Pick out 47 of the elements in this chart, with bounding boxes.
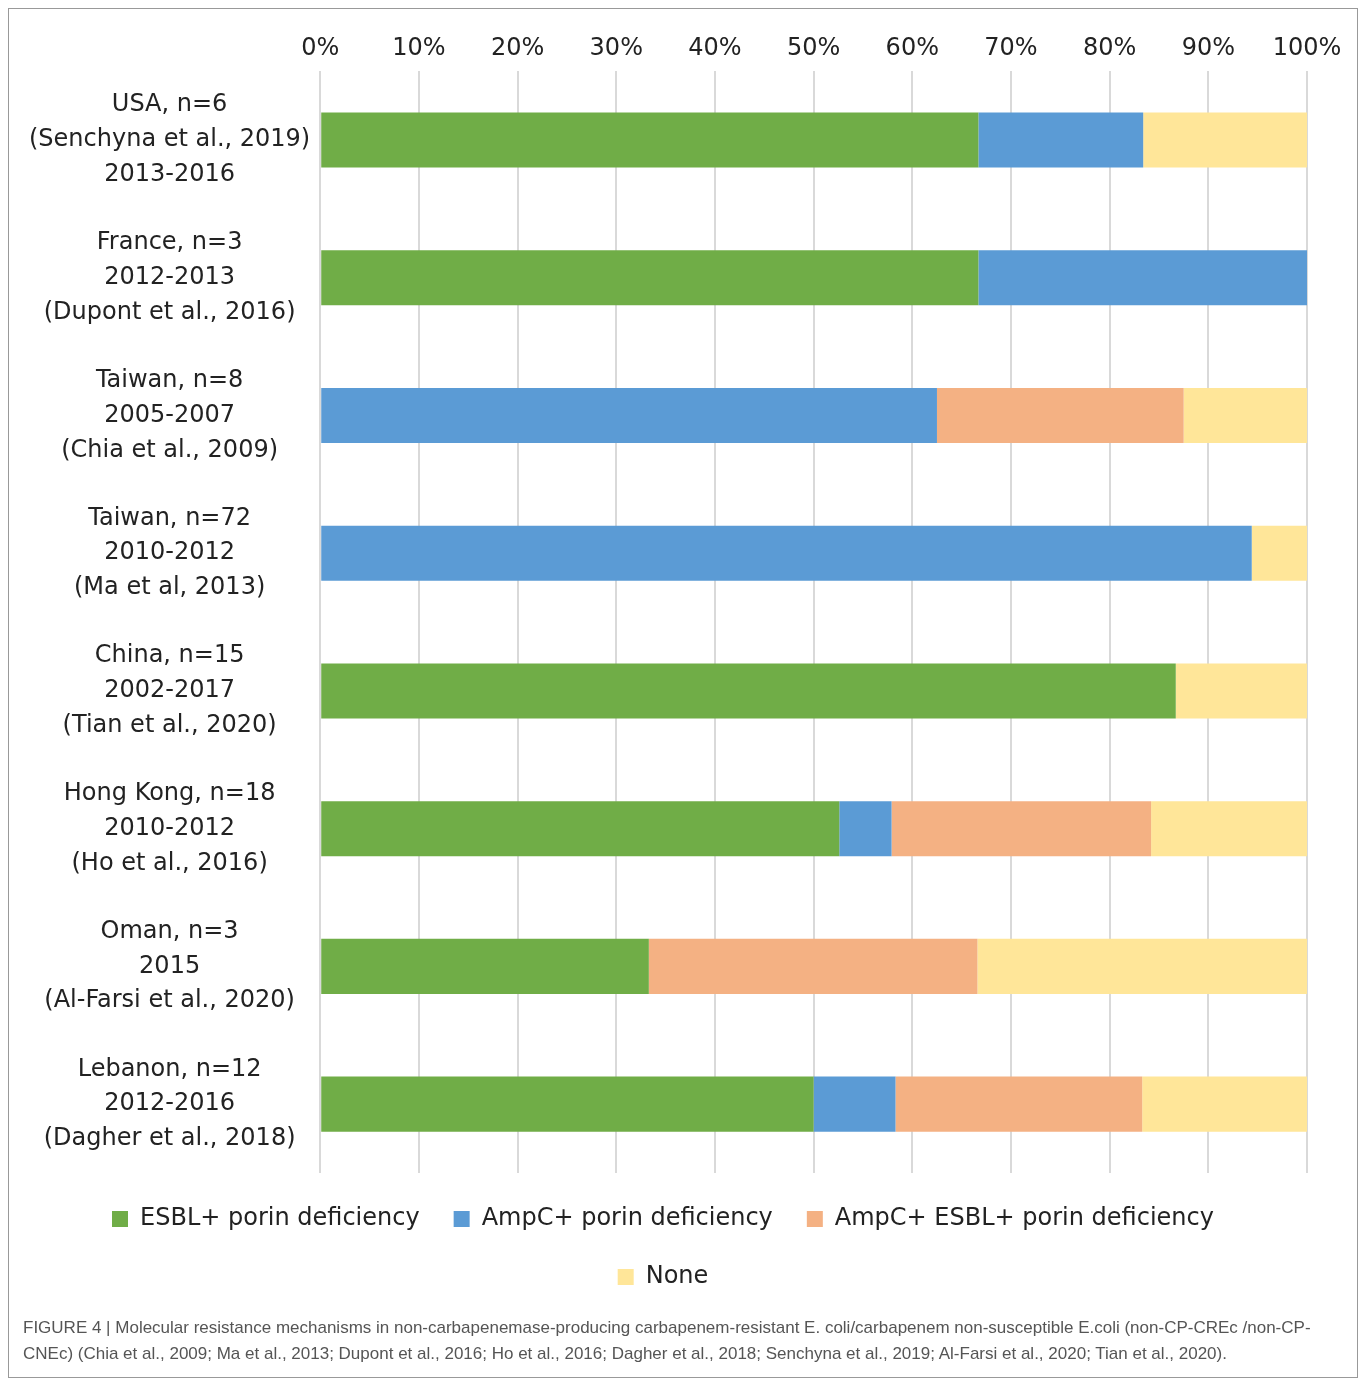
x-tick-label: 0% bbox=[301, 33, 340, 62]
bar bbox=[321, 1076, 814, 1132]
bar bbox=[813, 1076, 896, 1132]
legend-label: ESBL+ porin deficiency bbox=[140, 1203, 420, 1232]
y-tick-label: USA, n=6 (Senchyna et al., 2019) 2013-2016 bbox=[28, 89, 311, 188]
y-tick-label: Hong Kong, n=18 2010-2012 (Ho et al., 2016) bbox=[63, 778, 276, 876]
x-tick-label: 20% bbox=[490, 33, 545, 62]
legend-label: None bbox=[645, 1261, 709, 1290]
x-tick-label: 50% bbox=[786, 33, 841, 62]
bar bbox=[978, 250, 1307, 306]
caption: FIGURE 4 | Molecular resistance mechanisms in non-carbapenemase-producing carbapenem-resistant E. coli/carbapenem non-susceptible E.coli (non-CP-CREc /non-CP-CNEc) (Chia et al., 2009; Ma et al., 2013; Dupont et al., 2016; Ho et al., 2016; Dagher et al., 2018; Senchyna et al., 2019; Al-Farsi et al., 2020; Tian et al., 2020). bbox=[23, 1317, 1312, 1365]
bar bbox=[1251, 525, 1307, 581]
bar bbox=[321, 387, 937, 444]
y-tick-label: China, n=15 2002-2017 (Tian et al., 2020) bbox=[62, 640, 277, 738]
bar bbox=[648, 938, 978, 994]
legend-label: AmpC+ ESBL+ porin deficiency bbox=[834, 1203, 1214, 1232]
y-tick-label: Lebanon, n=12 2012-2016 (Dagher et al., 2018) bbox=[43, 1053, 296, 1152]
x-tick-label: 100% bbox=[1272, 33, 1342, 62]
bar bbox=[839, 801, 892, 857]
x-tick-label: 30% bbox=[589, 33, 643, 62]
x-tick-label: 80% bbox=[1082, 33, 1137, 62]
x-tick-label: 70% bbox=[984, 33, 1038, 62]
bar bbox=[936, 387, 1184, 444]
bar bbox=[1151, 801, 1307, 857]
bar bbox=[978, 112, 1144, 168]
y-tick-label: France, n=3 2012-2013 (Dupont et al., 2016) bbox=[43, 227, 296, 325]
bar bbox=[321, 250, 979, 306]
bar bbox=[1183, 387, 1307, 444]
bar bbox=[321, 525, 1252, 581]
legend-label: AmpC+ porin deficiency bbox=[481, 1203, 773, 1232]
bar bbox=[321, 801, 840, 857]
x-tick-label: 40% bbox=[688, 33, 742, 62]
bar bbox=[321, 663, 1176, 719]
bar bbox=[891, 801, 1152, 857]
y-tick-label: Taiwan, n=72 2010-2012 (Ma et al, 2013) bbox=[73, 502, 266, 601]
y-tick-label: Taiwan, n=8 2005-2007 (Chia et al., 2009) bbox=[61, 364, 279, 463]
x-tick-label: 90% bbox=[1181, 33, 1235, 62]
bar bbox=[895, 1076, 1143, 1132]
bar bbox=[1142, 1076, 1307, 1132]
bar bbox=[1143, 112, 1307, 168]
y-tick-label: Oman, n=3 2015 (Al-Farsi et al., 2020) bbox=[44, 915, 295, 1014]
x-tick-label: 10% bbox=[392, 33, 446, 62]
bar bbox=[321, 938, 649, 994]
x-tick-label: 60% bbox=[885, 33, 939, 62]
bar bbox=[321, 112, 979, 168]
bar bbox=[1175, 663, 1307, 719]
bar bbox=[977, 938, 1307, 994]
